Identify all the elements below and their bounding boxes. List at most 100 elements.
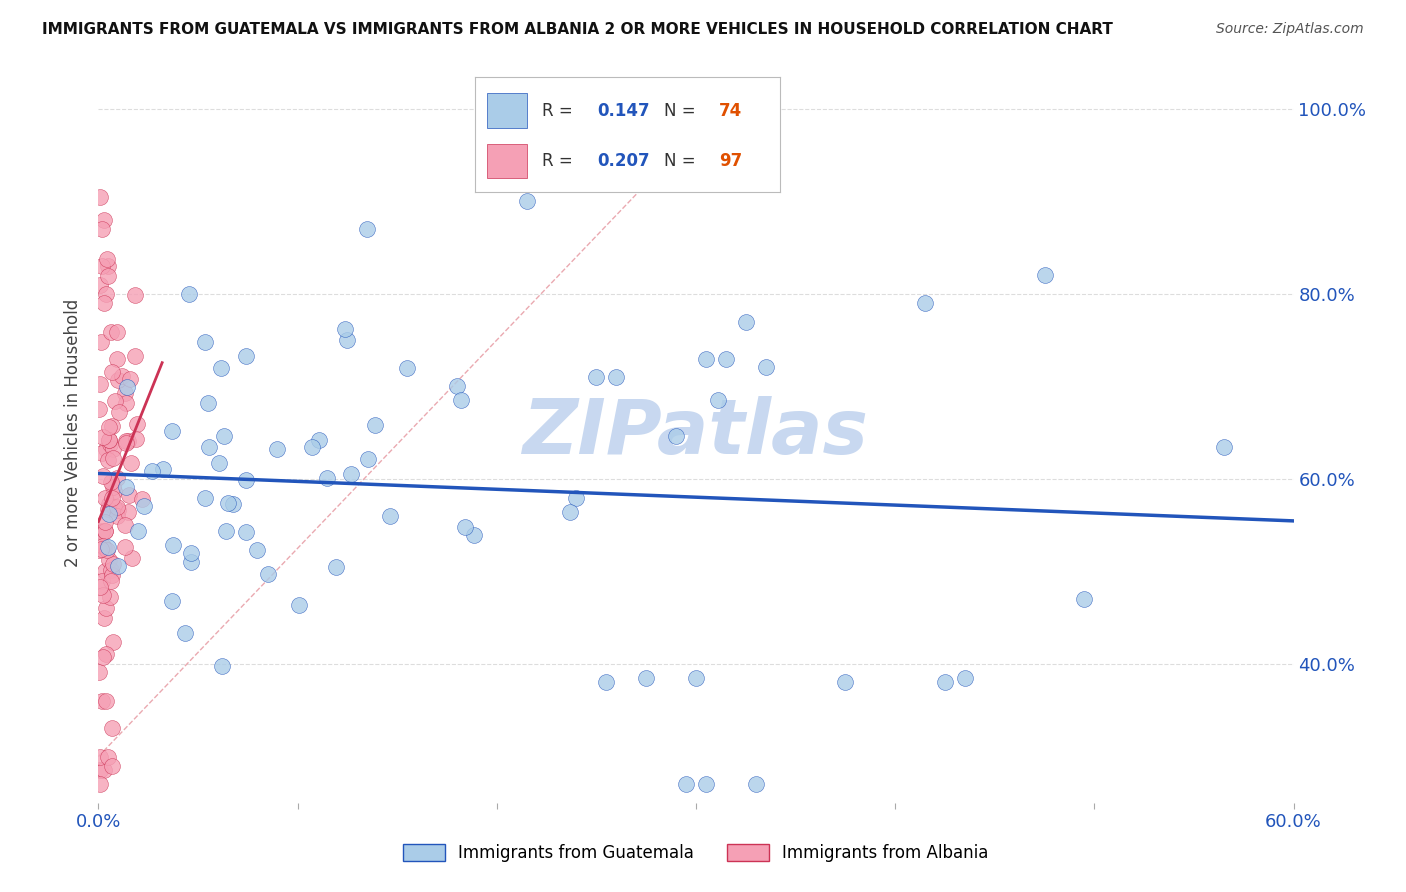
Point — [105, 471, 128, 485]
Point — [180, 546, 202, 560]
Point — [115, 480, 138, 494]
Point — [103, 557, 125, 571]
Point — [91, 446, 114, 460]
Point — [98, 591, 121, 605]
Point — [120, 456, 142, 470]
Point — [180, 555, 202, 569]
Point — [160, 424, 183, 438]
Point — [222, 497, 245, 511]
Point — [162, 538, 184, 552]
Point — [93, 524, 115, 538]
Point — [98, 433, 121, 447]
Point — [89, 334, 111, 349]
Point — [193, 335, 215, 350]
Point — [97, 497, 120, 511]
Point — [174, 626, 197, 640]
Point — [96, 453, 118, 467]
Point — [89, 401, 111, 416]
Point — [101, 721, 124, 735]
Point — [707, 393, 730, 408]
Point — [91, 574, 114, 588]
Point — [364, 417, 387, 432]
Point — [97, 540, 120, 554]
Point — [94, 442, 117, 456]
Point — [100, 563, 122, 577]
Point — [93, 430, 115, 444]
Point — [89, 777, 111, 791]
Point — [132, 499, 155, 513]
Point — [89, 189, 111, 203]
Point — [121, 551, 143, 566]
Text: Source: ZipAtlas.com: Source: ZipAtlas.com — [1216, 22, 1364, 37]
Legend: Immigrants from Guatemala, Immigrants from Albania: Immigrants from Guatemala, Immigrants fr… — [396, 837, 995, 869]
Point — [114, 386, 136, 401]
Point — [96, 542, 118, 557]
Point — [114, 541, 136, 555]
Point — [91, 539, 114, 553]
Point — [98, 419, 121, 434]
Point — [93, 296, 115, 310]
Point — [685, 671, 707, 685]
Point — [516, 194, 538, 209]
Point — [94, 601, 117, 615]
Point — [89, 277, 111, 292]
Point — [235, 473, 257, 487]
Point — [91, 694, 114, 708]
Point — [89, 749, 111, 764]
Point — [96, 694, 118, 708]
Point — [336, 333, 359, 347]
Point — [107, 558, 129, 573]
Y-axis label: 2 or more Vehicles in Household: 2 or more Vehicles in Household — [65, 299, 83, 566]
Point — [111, 369, 134, 384]
Point — [100, 325, 122, 339]
Point — [454, 519, 477, 533]
Point — [90, 524, 112, 538]
Point — [91, 259, 114, 273]
Point — [96, 252, 118, 267]
Point — [93, 764, 115, 778]
Point — [131, 491, 153, 506]
Point — [316, 471, 339, 485]
Point — [215, 524, 238, 538]
Point — [118, 488, 141, 502]
Point — [695, 351, 717, 366]
Point — [714, 351, 737, 366]
Point — [141, 464, 163, 478]
Point — [94, 515, 117, 529]
Point — [98, 437, 121, 451]
Point — [266, 442, 288, 456]
Point — [636, 671, 658, 685]
Point — [101, 634, 124, 648]
Text: IMMIGRANTS FROM GUATEMALA VS IMMIGRANTS FROM ALBANIA 2 OR MORE VEHICLES IN HOUSE: IMMIGRANTS FROM GUATEMALA VS IMMIGRANTS … — [42, 22, 1114, 37]
Point — [90, 524, 112, 539]
Point — [124, 288, 146, 302]
Point — [1073, 592, 1095, 607]
Point — [127, 524, 149, 539]
Text: ZIPatlas: ZIPatlas — [523, 396, 869, 469]
Point — [96, 286, 118, 301]
Point — [115, 435, 138, 450]
Point — [934, 675, 956, 690]
Point — [212, 429, 235, 443]
Point — [100, 475, 122, 489]
Point — [94, 491, 117, 505]
Point — [98, 507, 121, 521]
Point — [125, 432, 148, 446]
Point — [107, 373, 129, 387]
Point — [97, 749, 120, 764]
Point — [288, 598, 311, 612]
Point — [194, 491, 217, 505]
Point — [115, 434, 138, 448]
Point — [97, 269, 120, 284]
Point — [179, 287, 201, 301]
Point — [197, 395, 219, 409]
Point — [101, 419, 124, 434]
Point — [953, 671, 976, 685]
Point — [89, 542, 111, 557]
Point — [340, 467, 363, 481]
Point — [93, 564, 115, 578]
Point — [89, 376, 111, 391]
Point — [356, 452, 378, 467]
Point — [97, 433, 120, 447]
Point — [89, 764, 111, 778]
